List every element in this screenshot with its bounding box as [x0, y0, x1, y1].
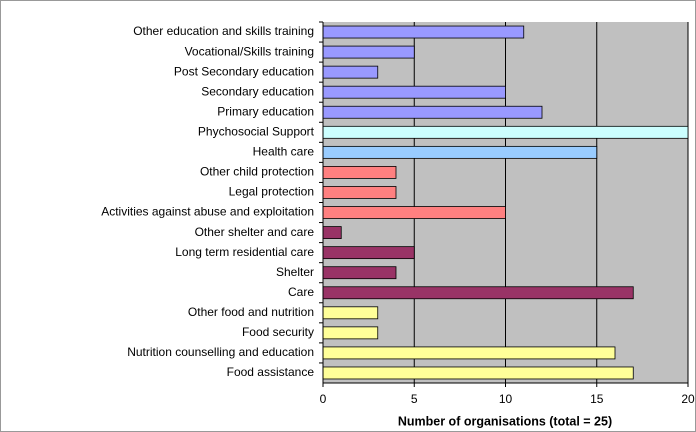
- bar: [322, 206, 506, 219]
- y-tick-label: Other education and skills training: [133, 24, 314, 38]
- y-tick-label: Phychosocial Support: [198, 124, 315, 138]
- x-tick-label: 20: [681, 392, 695, 406]
- y-tick-label: Nutrition counselling and education: [127, 345, 314, 359]
- bar: [322, 166, 397, 179]
- bar: [322, 45, 415, 59]
- bar: [322, 366, 634, 380]
- y-tick-label: Food security: [242, 325, 314, 339]
- bar: [322, 145, 598, 159]
- bar: [322, 85, 506, 99]
- bar: [322, 186, 397, 199]
- y-tick-label: Other shelter and care: [195, 225, 315, 239]
- y-tick-label: Secondary education: [201, 84, 314, 98]
- y-tick-label: Vocational/Skills training: [185, 44, 314, 58]
- y-tick-label: Other child protection: [200, 165, 314, 179]
- y-tick-label: Food assistance: [227, 365, 315, 379]
- bar: [322, 25, 525, 39]
- bar: [322, 346, 616, 360]
- x-axis-title: Number of organisations (total = 25): [398, 414, 612, 428]
- bar: [322, 65, 379, 79]
- bar: [322, 266, 397, 280]
- y-tick-label: Post Secondary education: [174, 64, 314, 78]
- y-tick-label: Activities against abuse and exploitatio…: [101, 205, 314, 219]
- x-tick-label: 15: [590, 392, 604, 406]
- x-tick-label: 5: [411, 392, 418, 406]
- x-tick-label: 10: [499, 392, 513, 406]
- bar: [322, 246, 415, 260]
- x-tick-label: 0: [320, 392, 327, 406]
- y-tick-label: Health care: [253, 145, 315, 159]
- y-tick-label: Shelter: [276, 265, 314, 279]
- bar: [322, 226, 342, 239]
- y-tick-label: Legal protection: [229, 185, 314, 199]
- y-tick-label: Long term residential care: [175, 245, 314, 259]
- bar: [322, 105, 543, 119]
- y-tick-label: Care: [288, 285, 314, 299]
- bar: [322, 125, 689, 139]
- y-tick-label: Other food and nutrition: [188, 305, 314, 319]
- bar: [322, 326, 379, 340]
- bar: [322, 306, 379, 320]
- y-tick-label: Primary education: [217, 104, 314, 118]
- bar: [322, 286, 634, 300]
